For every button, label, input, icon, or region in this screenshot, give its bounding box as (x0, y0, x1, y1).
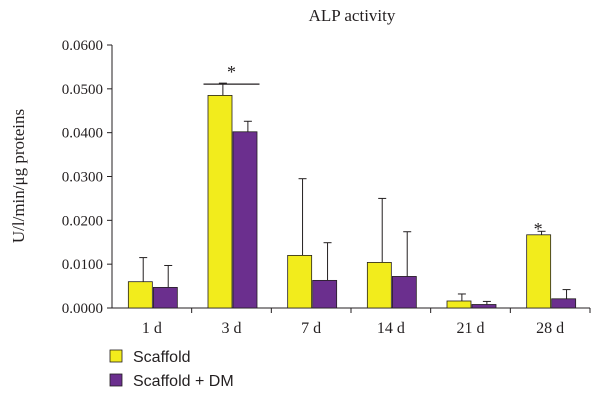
y-tick-label: 0.0100 (62, 257, 103, 273)
x-tick-label: 1 d (142, 320, 162, 337)
y-tick-label: 0.0300 (62, 170, 103, 186)
y-tick-label: 0.0600 (62, 38, 103, 54)
bar-scaffold (287, 254, 313, 309)
x-tick-label: 21 d (457, 320, 485, 337)
x-tick-label: 3 d (222, 320, 242, 337)
y-tick-label: 0.0500 (62, 82, 103, 98)
bar-scaffold (207, 95, 233, 309)
bar-scaffold (127, 281, 153, 309)
bar-scaffold (446, 300, 472, 309)
bar-scaffold-dm (232, 131, 258, 309)
x-tick-label: 14 d (377, 320, 405, 337)
x-tick-label: 28 d (536, 320, 564, 337)
chart-title: ALP activity (309, 6, 396, 25)
bar-scaffold (526, 234, 552, 309)
legend-swatch-scaffold (109, 349, 123, 363)
bar-scaffold (366, 262, 392, 309)
legend-swatch-scaffold-dm (109, 373, 123, 387)
bar-scaffold-dm (312, 279, 338, 309)
bar-scaffold-dm (471, 304, 497, 309)
significance-star: * (227, 62, 236, 82)
bar-scaffold-dm (152, 286, 178, 309)
bar-scaffold-dm (391, 276, 417, 309)
legend-label-scaffold-dm: Scaffold + DM (133, 373, 234, 390)
plot-area: 0.0000 0.0100 0.0200 0.0300 0.0400 0.0500 0.06… (62, 38, 591, 337)
y-axis-label: U/l/min/μg proteins (9, 109, 28, 243)
significance-star: * (534, 219, 543, 239)
legend: Scaffold Scaffold + DM (109, 349, 234, 390)
x-tick-label: 7 d (301, 320, 321, 337)
y-tick-label: 0.0000 (62, 301, 103, 317)
y-tick-label: 0.0400 (62, 126, 103, 142)
y-tick-label: 0.0200 (62, 213, 103, 229)
legend-label-scaffold: Scaffold (133, 349, 191, 366)
bar-scaffold-dm (551, 298, 577, 309)
